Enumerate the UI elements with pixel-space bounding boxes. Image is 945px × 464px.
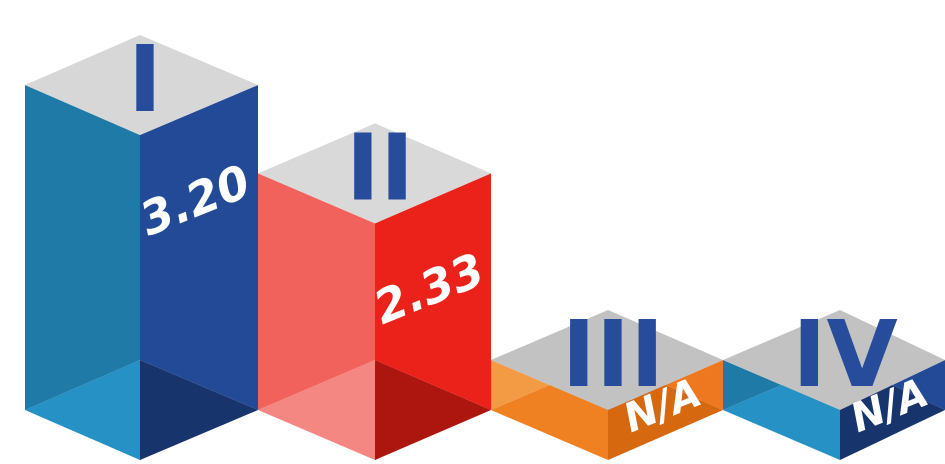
bar-1 — [25, 35, 258, 460]
bar-3-top-face — [491, 310, 723, 410]
bar-2-right-face — [375, 173, 491, 410]
category-label-1: I — [128, 26, 162, 133]
bar-2-bottom-right-face — [375, 360, 491, 460]
category-label-3: III — [562, 301, 665, 408]
bar-1-bottom-right-face — [140, 360, 258, 460]
category-label-4: IV — [792, 301, 897, 408]
bar-1-bottom-left-face — [25, 360, 140, 460]
bar-4-top-face — [723, 310, 945, 410]
bar-2 — [258, 123, 491, 460]
bar-1-left-face — [25, 85, 140, 410]
category-label-2: II — [346, 114, 414, 221]
bar-1-right-face — [140, 85, 258, 410]
bar-2-left-face — [258, 173, 375, 410]
bar-2-bottom-left-face — [258, 360, 375, 460]
bar-2-top-face — [258, 123, 491, 224]
bar-3 — [491, 310, 723, 460]
bar-4 — [723, 310, 945, 460]
bar-1-top-face — [25, 35, 258, 135]
